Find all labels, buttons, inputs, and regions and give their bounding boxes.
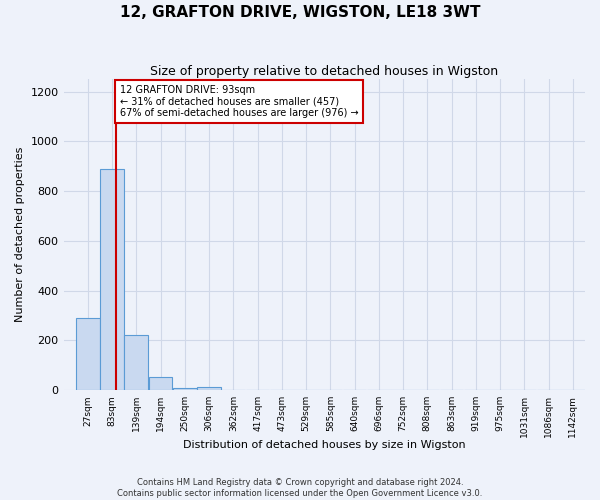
Text: 12 GRAFTON DRIVE: 93sqm
← 31% of detached houses are smaller (457)
67% of semi-d: 12 GRAFTON DRIVE: 93sqm ← 31% of detache… — [120, 84, 358, 118]
Title: Size of property relative to detached houses in Wigston: Size of property relative to detached ho… — [150, 65, 499, 78]
Bar — [124, 336, 148, 390]
Bar — [173, 388, 197, 390]
Bar — [76, 318, 100, 390]
X-axis label: Distribution of detached houses by size in Wigston: Distribution of detached houses by size … — [183, 440, 466, 450]
Bar — [149, 376, 172, 390]
Text: 12, GRAFTON DRIVE, WIGSTON, LE18 3WT: 12, GRAFTON DRIVE, WIGSTON, LE18 3WT — [120, 5, 480, 20]
Text: Contains HM Land Registry data © Crown copyright and database right 2024.
Contai: Contains HM Land Registry data © Crown c… — [118, 478, 482, 498]
Bar — [197, 386, 221, 390]
Bar — [100, 169, 124, 390]
Y-axis label: Number of detached properties: Number of detached properties — [15, 147, 25, 322]
